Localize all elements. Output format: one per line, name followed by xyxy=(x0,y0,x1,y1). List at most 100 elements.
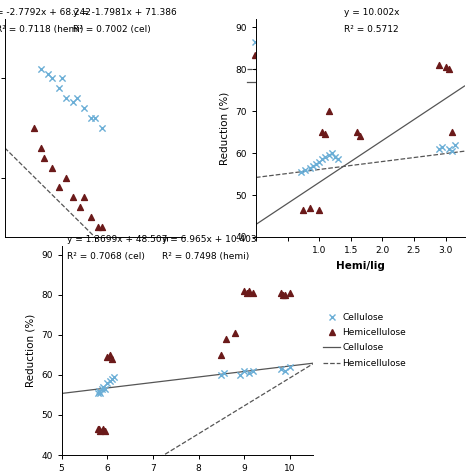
Point xyxy=(48,164,55,172)
Point xyxy=(91,114,99,122)
Text: R² = 0.5712: R² = 0.5712 xyxy=(344,25,398,34)
Text: y = 1.3699x + 48.507: y = 1.3699x + 48.507 xyxy=(67,236,167,245)
Point xyxy=(37,65,45,73)
Point xyxy=(87,213,95,221)
Point xyxy=(99,425,107,433)
Point xyxy=(77,203,84,211)
Text: = -2.7792x + 68.242: = -2.7792x + 68.242 xyxy=(0,8,91,17)
Point xyxy=(87,114,95,122)
Point xyxy=(245,287,253,294)
Point xyxy=(98,124,106,132)
Point xyxy=(73,94,81,102)
Point xyxy=(41,154,48,162)
X-axis label: Hemi/lig: Hemi/lig xyxy=(336,261,385,271)
Point xyxy=(98,385,106,392)
Legend: Cellulose, Hemicellulose, Cellulose, Hemicellulose: Cellulose, Hemicellulose, Cellulose, Hem… xyxy=(320,309,410,372)
Y-axis label: Reduction (%): Reduction (%) xyxy=(220,91,230,164)
Text: y = 6.965x + 10.403: y = 6.965x + 10.403 xyxy=(162,236,257,245)
Point xyxy=(218,371,225,379)
Y-axis label: Reduction (%): Reduction (%) xyxy=(26,314,36,387)
Point xyxy=(442,64,449,71)
Point xyxy=(218,351,225,358)
Point xyxy=(94,425,102,433)
Point xyxy=(356,133,364,140)
Point xyxy=(62,94,70,102)
Point xyxy=(103,379,111,387)
Point xyxy=(69,193,77,201)
Point xyxy=(103,353,111,361)
Point xyxy=(95,387,103,395)
Point xyxy=(445,65,453,73)
Point xyxy=(44,71,52,78)
Point xyxy=(243,289,250,296)
Point xyxy=(282,291,289,299)
Point xyxy=(59,74,66,82)
Text: R² = 0.7498 (hemi): R² = 0.7498 (hemi) xyxy=(162,252,249,261)
Point xyxy=(95,223,102,231)
Legend: Cellulose, Hemicellulose, Cellulose, Hemicellulose: Cellulose, Hemicellulose, Cellulose, Hem… xyxy=(244,35,333,91)
Point xyxy=(312,160,320,167)
Point xyxy=(306,204,313,211)
Point xyxy=(319,128,326,136)
Point xyxy=(240,367,248,374)
Point xyxy=(108,355,116,363)
Point xyxy=(97,427,104,435)
Point xyxy=(101,385,109,392)
Text: R² = 0.7118 (hemi): R² = 0.7118 (hemi) xyxy=(0,25,83,34)
Point xyxy=(37,144,45,152)
Point xyxy=(48,74,55,82)
Point xyxy=(106,377,113,384)
Point xyxy=(236,371,244,379)
Point xyxy=(99,383,107,391)
Point xyxy=(448,128,456,136)
Point xyxy=(101,427,109,435)
Point xyxy=(220,369,228,377)
Point xyxy=(315,206,323,213)
Point xyxy=(436,61,443,69)
Point xyxy=(325,152,332,159)
Point xyxy=(451,141,459,148)
Point xyxy=(300,206,307,213)
Point xyxy=(222,335,230,343)
Point xyxy=(69,99,77,106)
Point xyxy=(98,223,106,231)
Point xyxy=(309,162,317,170)
Point xyxy=(325,108,332,115)
Text: R² = 0.7068 (cel): R² = 0.7068 (cel) xyxy=(67,252,145,261)
Point xyxy=(80,193,88,201)
Point xyxy=(436,145,443,153)
Point xyxy=(319,155,326,163)
Point xyxy=(108,375,116,383)
Point xyxy=(331,154,339,161)
Point xyxy=(448,147,456,155)
Point xyxy=(322,154,329,161)
Point xyxy=(334,155,342,163)
Point xyxy=(106,351,113,358)
Point xyxy=(286,289,294,296)
Point xyxy=(231,329,239,337)
Point xyxy=(110,373,118,381)
Point xyxy=(445,145,453,153)
Point xyxy=(55,183,63,191)
Point xyxy=(286,363,294,371)
Point xyxy=(55,84,63,92)
Point xyxy=(95,425,103,433)
Point xyxy=(94,389,102,397)
Text: y = 10.002x: y = 10.002x xyxy=(344,8,399,17)
Point xyxy=(306,164,313,172)
Point xyxy=(353,128,361,136)
X-axis label: Lignin (%): Lignin (%) xyxy=(68,261,121,271)
Point xyxy=(328,149,336,157)
Text: R² = 0.7002 (cel): R² = 0.7002 (cel) xyxy=(73,25,151,34)
Point xyxy=(438,143,446,151)
Point xyxy=(282,367,289,374)
Point xyxy=(277,289,285,296)
Point xyxy=(30,124,37,132)
Point xyxy=(279,291,287,299)
Point xyxy=(298,168,305,176)
Point xyxy=(322,130,329,138)
Point xyxy=(97,389,104,397)
Point xyxy=(245,369,253,377)
Point xyxy=(277,365,285,373)
Point xyxy=(240,287,248,294)
